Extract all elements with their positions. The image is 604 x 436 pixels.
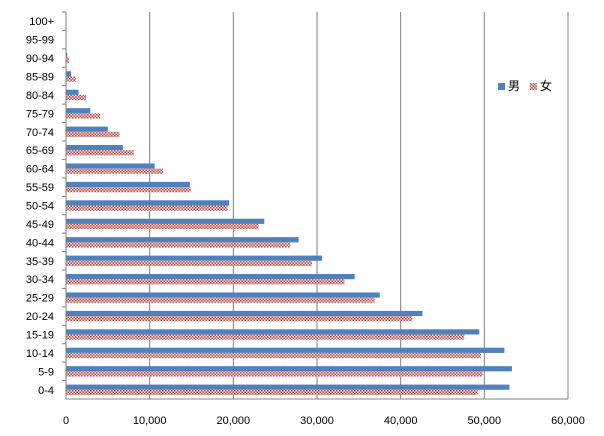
bar-male <box>66 71 72 77</box>
bars <box>66 21 512 395</box>
bar-female <box>66 334 465 340</box>
bar-female <box>66 371 483 377</box>
bar-female <box>66 316 413 322</box>
category-label: 0-4 <box>38 385 54 397</box>
bar-female <box>66 223 259 230</box>
bar-male <box>66 329 480 335</box>
bar-male <box>66 366 512 372</box>
x-tick-label: 50,000 <box>468 415 502 427</box>
bar-female <box>66 150 134 156</box>
bar-female <box>66 279 345 285</box>
bar-male <box>66 310 423 317</box>
x-tick-label: 10,000 <box>133 415 167 427</box>
bar-male <box>66 89 79 95</box>
x-tick-label: 0 <box>63 415 69 427</box>
bar-male <box>66 145 123 151</box>
bar-female <box>66 187 191 193</box>
category-label: 75-79 <box>26 108 54 120</box>
bar-male <box>66 218 265 224</box>
category-label: 90-94 <box>26 53 54 65</box>
category-label: 15-19 <box>26 330 54 342</box>
x-tick-label: 40,000 <box>384 415 418 427</box>
category-label: 40-44 <box>26 237 54 249</box>
bar-male <box>66 274 355 280</box>
bar-female <box>66 242 291 248</box>
category-label: 60-64 <box>26 164 54 176</box>
bar-female <box>66 76 77 82</box>
bar-female <box>66 389 478 395</box>
bar-female <box>66 352 481 359</box>
bar-male <box>66 126 108 132</box>
bar-female <box>66 113 101 119</box>
category-label: 10-14 <box>26 348 54 360</box>
legend-swatch <box>498 83 505 90</box>
category-label: 20-24 <box>26 311 54 323</box>
category-label: 85-89 <box>26 72 54 84</box>
bar-female <box>66 94 87 101</box>
bar-female <box>66 205 228 211</box>
category-label: 5-9 <box>38 366 54 378</box>
category-label: 30-34 <box>26 274 54 286</box>
bar-male <box>66 255 323 261</box>
x-tick-label: 60,000 <box>551 415 585 427</box>
bar-female <box>66 260 312 266</box>
legend: 男女 <box>498 78 552 93</box>
category-label: 45-49 <box>26 219 54 231</box>
category-label: 95-99 <box>26 35 54 47</box>
x-tick-label: 20,000 <box>217 415 251 427</box>
bar-female <box>66 297 375 303</box>
bar-male <box>66 384 510 390</box>
category-label: 55-59 <box>26 182 54 194</box>
bar-male <box>66 347 505 353</box>
legend-label: 女 <box>540 78 552 93</box>
bar-female <box>66 168 164 174</box>
legend-label: 男 <box>508 79 520 93</box>
bar-male <box>66 292 380 298</box>
bar-male <box>66 163 155 169</box>
bar-male <box>66 237 299 243</box>
bar-female <box>66 131 120 137</box>
category-label: 50-54 <box>26 201 54 213</box>
legend-swatch <box>530 83 537 90</box>
bar-male <box>66 181 190 188</box>
category-label: 35-39 <box>26 256 54 268</box>
category-label: 25-29 <box>26 293 54 305</box>
category-label: 70-74 <box>26 127 54 139</box>
category-label: 65-69 <box>26 145 54 157</box>
category-label: 80-84 <box>26 90 54 102</box>
bar-male <box>66 52 68 59</box>
category-label: 100+ <box>29 16 54 28</box>
axes: 0 10,000 20,000 30,000 40,000 50,000 60,000 0-4… <box>26 11 585 427</box>
x-tick-label: 30,000 <box>300 415 334 427</box>
bar-male <box>66 200 230 206</box>
bar-male <box>66 108 91 114</box>
bar-female <box>66 58 69 64</box>
